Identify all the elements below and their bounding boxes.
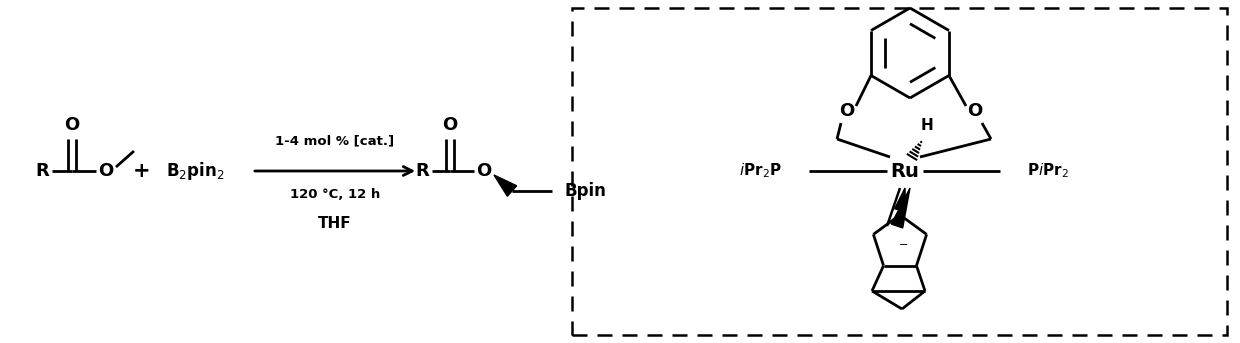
Text: B$_2$pin$_2$: B$_2$pin$_2$	[166, 160, 224, 182]
Text: $-$: $-$	[898, 238, 908, 248]
Text: H: H	[920, 118, 934, 132]
Text: R: R	[415, 162, 429, 180]
Polygon shape	[894, 188, 905, 211]
Text: THF: THF	[319, 215, 352, 230]
Text: O: O	[839, 102, 854, 120]
Text: O: O	[967, 102, 982, 120]
Text: 120 °C, 12 h: 120 °C, 12 h	[290, 188, 381, 201]
Bar	[572, 8, 1228, 335]
Polygon shape	[494, 175, 517, 196]
Text: O: O	[443, 116, 458, 134]
Text: Ru: Ru	[890, 162, 919, 180]
Text: O: O	[64, 116, 79, 134]
Text: R: R	[35, 162, 48, 180]
Text: Bpin: Bpin	[564, 182, 606, 200]
Text: $i$Pr$_2$P: $i$Pr$_2$P	[739, 162, 782, 180]
Text: O: O	[476, 162, 491, 180]
Text: +: +	[133, 161, 151, 181]
Text: 1-4 mol % [cat.]: 1-4 mol % [cat.]	[275, 134, 394, 147]
Text: P$i$Pr$_2$: P$i$Pr$_2$	[1027, 162, 1069, 180]
Text: O: O	[98, 162, 114, 180]
Polygon shape	[892, 188, 910, 228]
